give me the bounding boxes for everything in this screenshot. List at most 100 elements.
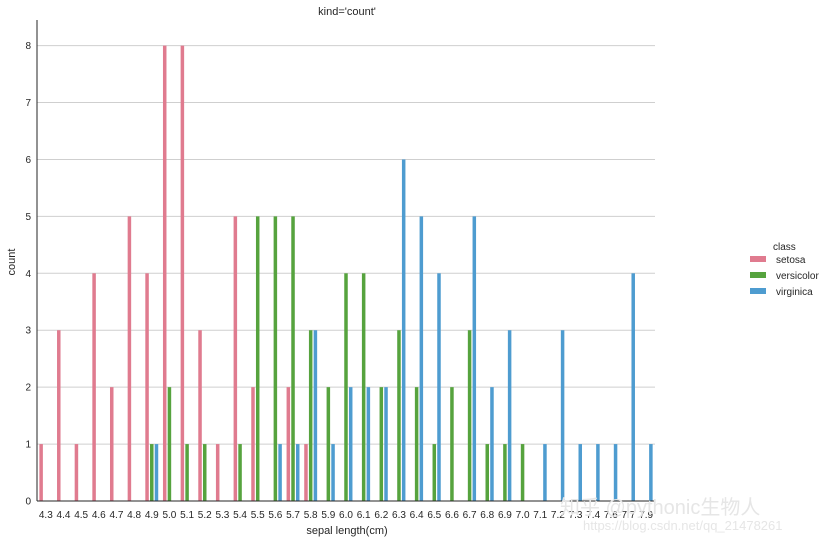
- bar-virginica: [613, 444, 618, 501]
- bar-virginica: [366, 387, 371, 501]
- bar-versicolor: [185, 444, 189, 501]
- bar-versicolor: [361, 273, 366, 501]
- bar-setosa: [127, 216, 132, 501]
- x-tick-label: 7.1: [533, 510, 547, 521]
- x-tick-label: 7.4: [586, 510, 600, 521]
- x-tick-label: 4.7: [110, 510, 124, 521]
- x-tick-label: 7.6: [604, 510, 618, 521]
- bar-virginica: [578, 444, 583, 501]
- x-tick-label: 7.7: [622, 510, 636, 521]
- x-tick-label: 5.4: [233, 510, 247, 521]
- x-tick-label: 5.6: [268, 510, 282, 521]
- legend: class setosa versicolor virginica: [750, 242, 819, 298]
- bar-setosa: [145, 273, 149, 501]
- bar-setosa: [198, 330, 202, 501]
- bar-virginica: [384, 387, 388, 501]
- bar-virginica: [348, 387, 353, 501]
- x-tick-label: 6.1: [357, 510, 371, 521]
- x-tick-label: 6.3: [392, 510, 406, 521]
- bar-virginica: [543, 444, 547, 501]
- x-tick-label: 6.2: [374, 510, 388, 521]
- x-tick-label: 6.6: [445, 510, 459, 521]
- bar-virginica: [154, 444, 159, 501]
- x-tick-label: 6.4: [410, 510, 424, 521]
- y-tick-label: 0: [25, 497, 31, 508]
- x-tick-labels: 4.3 4.4 4.5 4.6 4.7 4.8 4.9 5.0 5.1 5.2 5.3 5.4 5.5 5…: [39, 510, 654, 521]
- y-tick-label: 8: [25, 41, 31, 52]
- bar-versicolor: [167, 387, 172, 501]
- x-tick-label: 5.7: [286, 510, 300, 521]
- y-tick-label: 5: [25, 212, 31, 223]
- x-tick-label: 7.9: [639, 510, 653, 521]
- axes: [36, 20, 655, 502]
- y-axis-label: count: [6, 249, 18, 276]
- x-tick-label: 7.0: [516, 510, 530, 521]
- x-tick-label: 5.8: [304, 510, 318, 521]
- x-tick-label: 6.9: [498, 510, 512, 521]
- y-tick-label: 7: [25, 98, 31, 109]
- bar-versicolor: [379, 387, 384, 501]
- y-tick-label: 2: [25, 383, 31, 394]
- bar-versicolor: [467, 330, 472, 501]
- bar-setosa: [215, 444, 220, 501]
- bar-setosa: [180, 45, 185, 501]
- x-tick-label: 4.4: [57, 510, 71, 521]
- x-tick-label: 6.8: [480, 510, 494, 521]
- bar-versicolor: [255, 216, 260, 501]
- bar-versicolor: [414, 387, 419, 501]
- bar-virginica: [649, 444, 653, 501]
- bar-virginica: [472, 216, 477, 501]
- y-tick-label: 4: [25, 269, 31, 280]
- x-tick-label: 6.7: [463, 510, 477, 521]
- bar-versicolor: [450, 387, 454, 501]
- x-tick-label: 7.2: [551, 510, 565, 521]
- legend-label-virginica: virginica: [776, 287, 813, 298]
- bar-setosa: [304, 444, 308, 501]
- legend-label-setosa: setosa: [776, 255, 806, 266]
- bar-virginica: [507, 330, 512, 501]
- bar-versicolor: [273, 216, 278, 501]
- bar-setosa: [74, 444, 79, 501]
- bar-versicolor: [150, 444, 154, 501]
- watermark-text: 知乎 @pythonic生物人: [560, 496, 760, 519]
- bar-versicolor: [291, 216, 295, 501]
- bar-setosa: [57, 330, 61, 501]
- bar-versicolor: [503, 444, 507, 501]
- bars: [39, 45, 653, 501]
- legend-swatch-setosa: [750, 256, 766, 262]
- legend-swatch-versicolor: [750, 272, 766, 278]
- bar-virginica: [419, 216, 424, 501]
- x-axis-label: sepal length(cm): [306, 525, 387, 537]
- bar-virginica: [278, 444, 282, 501]
- bar-virginica: [313, 330, 318, 501]
- bar-virginica: [560, 330, 565, 501]
- watermark-url: https://blog.csdn.net/qq_21478261: [583, 518, 783, 533]
- bar-setosa: [286, 387, 291, 501]
- x-tick-label: 5.2: [198, 510, 212, 521]
- bar-versicolor: [326, 387, 331, 501]
- legend-label-versicolor: versicolor: [776, 271, 819, 282]
- bar-virginica: [490, 387, 494, 501]
- x-tick-label: 4.8: [127, 510, 141, 521]
- bar-virginica: [631, 273, 635, 501]
- x-tick-label: 5.1: [180, 510, 194, 521]
- bar-versicolor: [485, 444, 490, 501]
- bar-virginica: [331, 444, 335, 501]
- bar-versicolor: [202, 444, 207, 501]
- x-tick-label: 4.6: [92, 510, 106, 521]
- legend-swatch-virginica: [750, 288, 766, 294]
- bar-versicolor: [432, 444, 437, 501]
- y-tick-label: 1: [25, 440, 31, 451]
- bar-virginica: [401, 159, 406, 501]
- y-tick-label: 6: [25, 155, 31, 166]
- bar-setosa: [233, 216, 238, 501]
- chart-title: kind='count': [318, 6, 376, 18]
- x-tick-label: 4.5: [74, 510, 88, 521]
- y-tick-labels: 0 1 2 3 4 5 6 7 8: [25, 41, 31, 507]
- x-tick-label: 5.5: [251, 510, 265, 521]
- x-tick-label: 5.9: [321, 510, 335, 521]
- x-tick-label: 6.0: [339, 510, 353, 521]
- bar-versicolor: [238, 444, 242, 501]
- bar-versicolor: [344, 273, 348, 501]
